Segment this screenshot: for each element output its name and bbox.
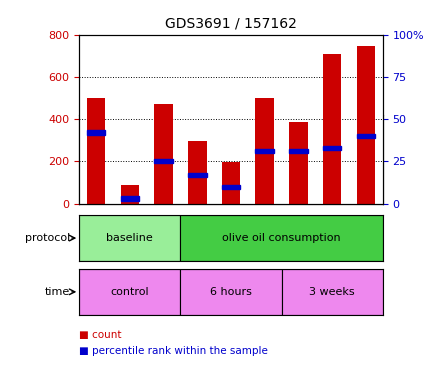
Bar (350, 116, 382, 203)
Text: GSM267003: GSM267003 (328, 134, 337, 185)
Bar (87, 131, 105, 135)
Bar (154, 159, 173, 164)
Text: 6 hours: 6 hours (210, 287, 252, 297)
Title: GDS3691 / 157162: GDS3691 / 157162 (165, 17, 297, 31)
Bar (215, 116, 247, 203)
Bar (180, 215, 383, 261)
Text: protocol: protocol (25, 233, 70, 243)
Text: olive oil consumption: olive oil consumption (222, 233, 341, 243)
Bar (323, 54, 341, 204)
Bar (222, 185, 240, 189)
Bar (316, 116, 348, 203)
Text: GSM267004: GSM267004 (361, 134, 370, 185)
Bar (188, 173, 206, 177)
Bar (256, 149, 274, 153)
Text: time: time (45, 287, 70, 297)
Bar (323, 146, 341, 150)
Bar (357, 46, 375, 204)
Bar (282, 116, 315, 203)
Bar (114, 116, 146, 203)
Bar (222, 162, 240, 204)
Bar (87, 98, 105, 204)
Bar (121, 185, 139, 204)
Bar (249, 116, 281, 203)
Bar (282, 269, 383, 315)
Bar (188, 141, 206, 204)
Bar (147, 116, 180, 203)
Bar (181, 116, 213, 203)
Bar (79, 215, 180, 261)
Bar (289, 122, 308, 204)
Text: GSM266996: GSM266996 (92, 134, 101, 185)
Bar (80, 116, 112, 203)
Bar (357, 134, 375, 138)
Text: ■ percentile rank within the sample: ■ percentile rank within the sample (79, 346, 268, 356)
Text: ■ count: ■ count (79, 330, 122, 340)
Bar (121, 196, 139, 200)
Text: GSM267001: GSM267001 (260, 134, 269, 185)
Text: GSM266999: GSM266999 (193, 134, 202, 185)
Text: GSM266998: GSM266998 (159, 134, 168, 185)
Text: baseline: baseline (106, 233, 153, 243)
Text: GSM267000: GSM267000 (227, 134, 235, 185)
Bar (154, 104, 173, 204)
Bar (289, 149, 308, 153)
Text: 3 weeks: 3 weeks (309, 287, 355, 297)
Text: control: control (110, 287, 149, 297)
Bar (180, 269, 282, 315)
Bar (256, 98, 274, 204)
Text: GSM266997: GSM266997 (125, 134, 134, 185)
Text: GSM267002: GSM267002 (294, 134, 303, 185)
Bar (79, 269, 180, 315)
